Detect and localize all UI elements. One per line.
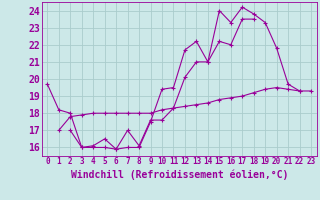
X-axis label: Windchill (Refroidissement éolien,°C): Windchill (Refroidissement éolien,°C) xyxy=(70,169,288,180)
